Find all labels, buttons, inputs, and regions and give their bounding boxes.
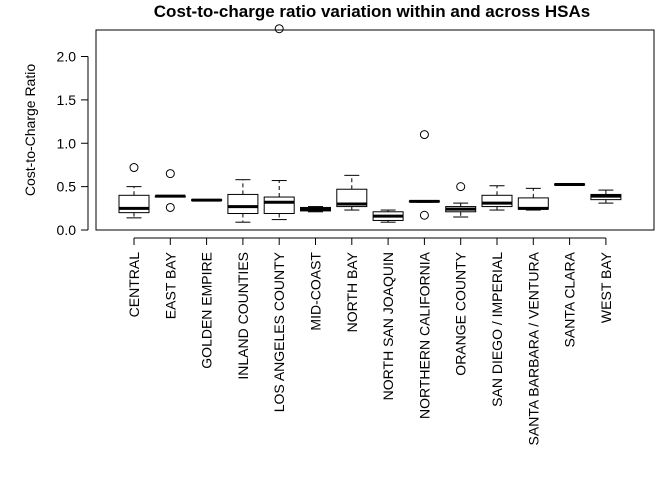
box-central <box>118 163 150 219</box>
x-tick-label: NORTH SAN JOAQUIN <box>380 252 396 400</box>
outlier-point <box>456 182 466 192</box>
outlier-point <box>419 130 429 140</box>
box-inland-counties <box>227 179 259 223</box>
x-tick-label: NORTHERN CALIFORNIA <box>416 251 432 419</box>
x-tick-label: SANTA BARBARA / VENTURA <box>525 251 541 445</box>
box-north-bay <box>336 174 368 211</box>
box-golden-empire <box>191 198 223 202</box>
x-tick-label: ORANGE COUNTY <box>453 251 469 375</box>
x-tick-label: MID-COAST <box>308 252 324 331</box>
iqr-box <box>263 196 295 215</box>
x-tick-label: CENTRAL <box>126 252 142 318</box>
box-north-san-joaquin <box>372 209 404 223</box>
box-series <box>118 24 622 223</box>
iqr-box <box>336 188 368 208</box>
x-tick-label: WEST BAY <box>598 251 614 323</box>
outlier-point <box>129 163 139 173</box>
box-northern-california <box>408 130 440 220</box>
y-tick-label: 1.0 <box>57 135 77 151</box>
y-tick-label: 0.5 <box>57 179 77 195</box>
box-santa-clara <box>554 182 586 186</box>
x-tick-label: NORTH BAY <box>344 251 360 332</box>
box-san-diego-imperial <box>481 185 513 211</box>
box-santa-barbara-ventura <box>517 187 549 211</box>
box-east-bay <box>154 169 186 212</box>
y-tick-label: 1.5 <box>57 92 77 108</box>
box-mid-coast <box>300 206 331 213</box>
plot-frame <box>95 29 655 231</box>
y-axis: 0.0 0.5 1.0 1.5 2.0 <box>57 49 89 238</box>
y-tick-label: 2.0 <box>57 49 77 65</box>
x-tick-label: SAN DIEGO / IMPERIAL <box>489 252 505 407</box>
x-tick-label: SANTA CLARA <box>562 251 578 347</box>
iqr-box <box>481 194 513 208</box>
outlier-point <box>165 202 175 212</box>
outlier-point <box>274 24 284 34</box>
x-tick-label: INLAND COUNTIES <box>235 252 251 380</box>
iqr-box <box>118 194 150 214</box>
outlier-point <box>165 169 175 179</box>
outlier-point <box>419 210 429 220</box>
chart-title: Cost-to-charge ratio variation within an… <box>154 2 590 21</box>
x-tick-label: EAST BAY <box>162 251 178 319</box>
x-tick-label: GOLDEN EMPIRE <box>199 252 215 369</box>
iqr-box <box>227 193 259 215</box>
x-tick-label: LOS ANGELES COUNTY <box>271 251 287 412</box>
box-orange-county <box>445 182 477 218</box>
y-tick-label: 0.0 <box>57 222 77 238</box>
box-los-angeles-county <box>263 24 295 221</box>
y-axis-label: Cost-to-Charge Ratio <box>22 64 38 196</box>
box-west-bay <box>590 189 622 204</box>
x-axis: CENTRAL EAST BAY GOLDEN EMPIRE INLAND COUNT… <box>126 237 614 445</box>
